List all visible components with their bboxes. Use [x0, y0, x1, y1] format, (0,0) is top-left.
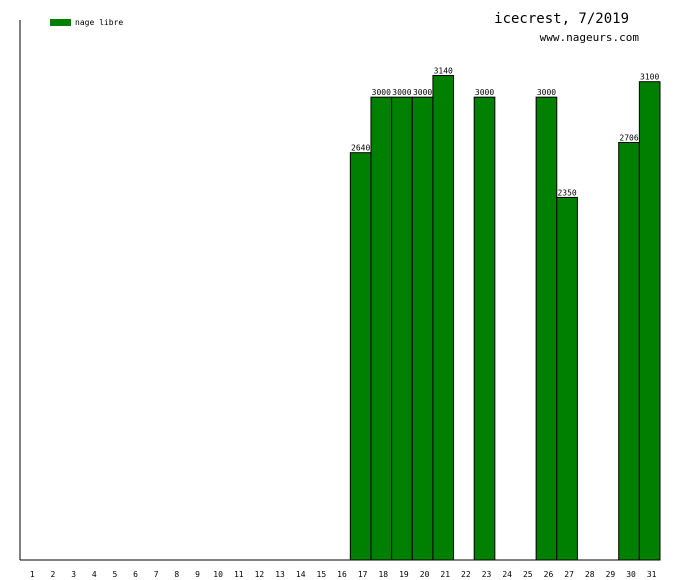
x-tick-label: 3: [71, 570, 76, 579]
x-tick-label: 23: [482, 570, 492, 579]
bar-value-label: 3140: [434, 67, 453, 76]
bar-value-label: 2350: [557, 188, 576, 197]
legend-swatch: [50, 19, 71, 26]
x-tick-label: 17: [358, 570, 368, 579]
bar-value-label: 2640: [351, 144, 370, 153]
legend-label: nage libre: [75, 18, 123, 27]
chart-title: icecrest, 7/2019: [494, 11, 629, 27]
x-tick-label: 20: [420, 570, 430, 579]
x-tick-label: 7: [154, 570, 159, 579]
x-tick-label: 31: [647, 570, 657, 579]
x-tick-label: 19: [399, 570, 409, 579]
x-tick-label: 10: [213, 570, 223, 579]
x-tick-label: 25: [523, 570, 533, 579]
bar: [349, 152, 372, 561]
x-tick-labels-group: 1 2 3 4 5 6 7 8 9 10 11 12 13 14 15 16 17 18 19 20 21 22 23 24 2…: [30, 570, 657, 579]
x-tick-label: 26: [544, 570, 554, 579]
x-tick-label: 28: [585, 570, 595, 579]
x-tick-label: 5: [112, 570, 117, 579]
bar: [391, 96, 413, 561]
bar: [638, 81, 661, 561]
bar: [535, 96, 558, 561]
bar-value-label: 3100: [640, 73, 659, 82]
chart-subtitle: www.nageurs.com: [540, 31, 640, 44]
x-tick-label: 11: [234, 570, 244, 579]
x-tick-label: 22: [461, 570, 471, 579]
bar: [473, 96, 496, 561]
x-tick-label: 18: [378, 570, 388, 579]
x-tick-label: 6: [133, 570, 138, 579]
x-tick-label: 15: [317, 570, 327, 579]
x-tick-label: 2: [51, 570, 56, 579]
bar: [370, 96, 393, 561]
x-tick-label: 29: [606, 570, 616, 579]
x-tick-label: 8: [174, 570, 179, 579]
x-tick-label: 30: [626, 570, 636, 579]
bars-group: [349, 75, 661, 561]
x-tick-label: 1: [30, 570, 35, 579]
bar: [432, 75, 455, 561]
bar: [556, 196, 578, 561]
bar-value-label: 3000: [537, 88, 556, 97]
x-tick-label: 13: [275, 570, 285, 579]
x-tick-label: 14: [296, 570, 306, 579]
x-tick-label: 27: [564, 570, 574, 579]
x-tick-label: 24: [502, 570, 512, 579]
x-tick-label: 4: [92, 570, 97, 579]
bar-value-label: 2706: [619, 134, 638, 143]
x-tick-label: 21: [440, 570, 450, 579]
x-tick-label: 12: [255, 570, 265, 579]
x-tick-label: 9: [195, 570, 200, 579]
legend: nage libre: [50, 18, 123, 27]
bar-value-label: 3000: [475, 88, 494, 97]
bar-value-label: 3000: [372, 88, 391, 97]
bar: [411, 96, 434, 561]
bar-value-label: 3000: [413, 88, 432, 97]
bar-value-label: 3000: [392, 88, 411, 97]
x-tick-label: 16: [337, 570, 347, 579]
bar: [618, 142, 640, 561]
